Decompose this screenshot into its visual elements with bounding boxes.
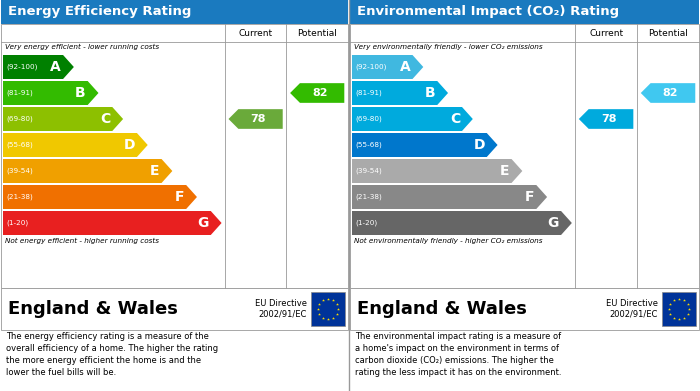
Text: Very environmentally friendly - lower CO₂ emissions: Very environmentally friendly - lower CO… <box>354 44 542 50</box>
Polygon shape <box>3 185 197 209</box>
Text: A: A <box>400 60 410 74</box>
Text: B: B <box>75 86 85 100</box>
Polygon shape <box>228 109 283 129</box>
Text: Environmental Impact (CO₂) Rating: Environmental Impact (CO₂) Rating <box>357 5 619 18</box>
Text: (1-20): (1-20) <box>355 220 377 226</box>
Text: Current: Current <box>589 29 623 38</box>
Text: C: C <box>450 112 460 126</box>
Polygon shape <box>352 107 473 131</box>
Text: Potential: Potential <box>298 29 337 38</box>
Text: (92-100): (92-100) <box>355 64 386 70</box>
Polygon shape <box>3 107 123 131</box>
Polygon shape <box>579 109 634 129</box>
Text: E: E <box>150 164 160 178</box>
Polygon shape <box>352 133 498 157</box>
Text: Current: Current <box>239 29 273 38</box>
Text: G: G <box>547 216 559 230</box>
Text: EU Directive
2002/91/EC: EU Directive 2002/91/EC <box>606 299 658 319</box>
Text: (81-91): (81-91) <box>355 90 382 96</box>
Polygon shape <box>290 83 344 103</box>
Text: The environmental impact rating is a measure of
a home's impact on the environme: The environmental impact rating is a mea… <box>355 332 561 377</box>
Text: F: F <box>525 190 534 204</box>
Bar <box>350 0 699 24</box>
Bar <box>662 292 696 326</box>
Text: (39-54): (39-54) <box>6 168 33 174</box>
Bar <box>1 24 348 288</box>
Text: D: D <box>473 138 485 152</box>
Polygon shape <box>3 133 148 157</box>
Bar <box>350 24 699 288</box>
Text: Very energy efficient - lower running costs: Very energy efficient - lower running co… <box>5 44 159 50</box>
Text: (1-20): (1-20) <box>6 220 28 226</box>
Text: G: G <box>197 216 209 230</box>
Text: (81-91): (81-91) <box>6 90 33 96</box>
Text: (69-80): (69-80) <box>355 116 382 122</box>
Text: F: F <box>175 190 184 204</box>
Text: (39-54): (39-54) <box>355 168 382 174</box>
Text: (55-68): (55-68) <box>355 142 382 148</box>
Text: The energy efficiency rating is a measure of the
overall efficiency of a home. T: The energy efficiency rating is a measur… <box>6 332 218 377</box>
Polygon shape <box>3 55 74 79</box>
Bar <box>1 288 348 330</box>
Bar <box>1 0 348 24</box>
Text: 78: 78 <box>251 114 266 124</box>
Text: (92-100): (92-100) <box>6 64 37 70</box>
Text: C: C <box>100 112 111 126</box>
Text: EU Directive
2002/91/EC: EU Directive 2002/91/EC <box>255 299 307 319</box>
Polygon shape <box>352 185 547 209</box>
Text: D: D <box>123 138 135 152</box>
Text: Not environmentally friendly - higher CO₂ emissions: Not environmentally friendly - higher CO… <box>354 238 542 244</box>
Text: (21-38): (21-38) <box>6 194 33 200</box>
Polygon shape <box>640 83 695 103</box>
Polygon shape <box>352 81 448 105</box>
Polygon shape <box>3 81 99 105</box>
Text: England & Wales: England & Wales <box>357 300 527 318</box>
Polygon shape <box>3 159 172 183</box>
Text: (69-80): (69-80) <box>6 116 33 122</box>
Polygon shape <box>352 159 522 183</box>
Text: 82: 82 <box>663 88 678 98</box>
Text: Energy Efficiency Rating: Energy Efficiency Rating <box>8 5 191 18</box>
Text: Not energy efficient - higher running costs: Not energy efficient - higher running co… <box>5 238 159 244</box>
Polygon shape <box>352 55 424 79</box>
Text: England & Wales: England & Wales <box>8 300 178 318</box>
Text: 78: 78 <box>601 114 616 124</box>
Text: Potential: Potential <box>648 29 688 38</box>
Text: 82: 82 <box>312 88 328 98</box>
Text: (55-68): (55-68) <box>6 142 33 148</box>
Polygon shape <box>352 211 572 235</box>
Text: A: A <box>50 60 61 74</box>
Text: E: E <box>500 164 510 178</box>
Polygon shape <box>3 211 222 235</box>
Bar <box>311 292 345 326</box>
Text: (21-38): (21-38) <box>355 194 382 200</box>
Bar <box>350 288 699 330</box>
Text: B: B <box>425 86 435 100</box>
